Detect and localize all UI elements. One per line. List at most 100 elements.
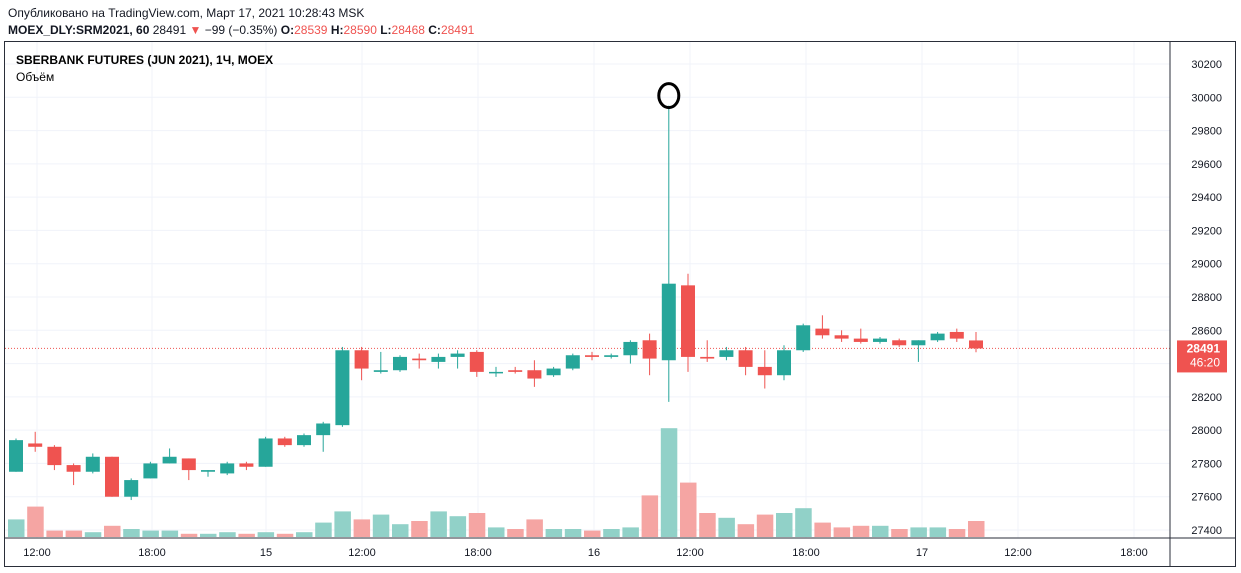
candle-body bbox=[66, 465, 81, 472]
volume-bar bbox=[104, 525, 121, 537]
volume-bar bbox=[334, 511, 351, 537]
candle-body bbox=[565, 355, 580, 369]
y-tick-label: 29000 bbox=[1191, 259, 1222, 271]
candle-body bbox=[258, 438, 273, 467]
candle-body bbox=[124, 480, 139, 497]
candle-body bbox=[354, 350, 369, 369]
candle-body bbox=[911, 340, 926, 346]
high-value: 28590 bbox=[343, 23, 377, 37]
candle-body bbox=[949, 331, 964, 339]
change-arrow-icon: ▼ bbox=[189, 23, 202, 37]
volume-bar bbox=[814, 522, 831, 537]
volume-bar bbox=[276, 533, 294, 537]
volume-bar bbox=[353, 519, 371, 537]
candle-body bbox=[527, 370, 542, 379]
time-axis[interactable]: 12:00 18:00 15 12:00 18:00 16 12:00 18:00 17 12:0… bbox=[5, 537, 1236, 559]
candle-body bbox=[700, 356, 715, 359]
x-tick-label: 12:00 bbox=[1004, 547, 1032, 559]
volume-bar bbox=[872, 525, 889, 537]
candle-body bbox=[604, 355, 619, 357]
badge-countdown: 46:20 bbox=[1190, 355, 1220, 369]
x-tick-label: 12:00 bbox=[348, 547, 376, 559]
volume-bar bbox=[200, 533, 217, 537]
x-tick-label: 18:00 bbox=[1120, 547, 1148, 559]
y-tick-label: 29400 bbox=[1191, 192, 1222, 204]
candle-body bbox=[719, 350, 734, 357]
volume-bar bbox=[238, 533, 255, 537]
price-axis[interactable]: 2740027600278002800028200284002860028800… bbox=[1169, 42, 1222, 566]
y-tick-label: 29600 bbox=[1191, 159, 1222, 171]
candle-body bbox=[738, 350, 753, 367]
volume-bar bbox=[468, 513, 486, 537]
candle-body bbox=[661, 283, 676, 361]
y-tick-label: 28000 bbox=[1191, 425, 1222, 437]
candle-body bbox=[220, 463, 235, 474]
candle-body bbox=[316, 423, 331, 436]
candle-body bbox=[105, 456, 119, 497]
close-label: C: bbox=[428, 23, 441, 37]
legend-title: SBERBANK FUTURES (JUN 2021), 1Ч, MOEX bbox=[16, 53, 273, 67]
candle-body bbox=[239, 463, 254, 467]
high-label: H: bbox=[330, 23, 344, 37]
open-value: 28539 bbox=[294, 23, 328, 37]
candle-body bbox=[431, 356, 446, 362]
volume-bar bbox=[65, 530, 83, 537]
y-tick-label: 27400 bbox=[1191, 525, 1222, 537]
volume-bar bbox=[564, 529, 582, 537]
volume-bar bbox=[756, 514, 774, 537]
volume-bar bbox=[142, 530, 159, 537]
volume-bar bbox=[795, 508, 812, 537]
candle-body bbox=[162, 456, 177, 464]
candle-body bbox=[335, 350, 350, 426]
y-tick-label: 30200 bbox=[1191, 59, 1222, 71]
y-tick-label: 28200 bbox=[1191, 392, 1222, 404]
volume-bar bbox=[584, 530, 601, 537]
candle-body bbox=[412, 358, 427, 361]
volume-bar bbox=[910, 527, 927, 537]
low-label: L: bbox=[380, 23, 392, 37]
volume-bar bbox=[660, 428, 678, 537]
legend-volume-label: Объём bbox=[16, 70, 54, 84]
candle-body bbox=[373, 370, 388, 372]
volume-bar bbox=[699, 513, 716, 537]
candle-body bbox=[297, 435, 311, 446]
volume-bar bbox=[968, 521, 985, 537]
volume-bar bbox=[641, 495, 659, 537]
y-tick-label: 28800 bbox=[1191, 292, 1222, 304]
candle-body bbox=[834, 335, 849, 339]
candle-body bbox=[815, 328, 830, 336]
x-tick-label: 12:00 bbox=[676, 547, 704, 559]
chart-frame[interactable] bbox=[4, 41, 1236, 567]
candle-body bbox=[969, 340, 983, 349]
candles bbox=[9, 105, 983, 501]
volume-bar bbox=[161, 530, 179, 537]
annotation-circle[interactable] bbox=[657, 82, 681, 110]
volume-bar bbox=[833, 527, 851, 537]
volume-bar bbox=[315, 522, 332, 537]
candle-body bbox=[777, 350, 791, 376]
candle-body bbox=[585, 355, 599, 357]
close-value: 28491 bbox=[440, 23, 475, 37]
candle-body bbox=[85, 456, 100, 472]
candle-body bbox=[546, 368, 561, 376]
low-value: 28468 bbox=[391, 23, 425, 37]
candle-body bbox=[757, 366, 772, 376]
candle-body bbox=[873, 338, 887, 342]
candle-body bbox=[892, 340, 907, 346]
candle-body bbox=[277, 438, 292, 446]
last-price-badge: 28491 46:20 bbox=[1177, 340, 1227, 373]
volume-bar bbox=[603, 529, 620, 537]
volume-bar bbox=[8, 519, 25, 537]
volume-bar bbox=[46, 530, 63, 537]
badge-price: 28491 bbox=[1187, 341, 1221, 355]
volume-bar bbox=[27, 506, 44, 537]
x-tick-label: 12:00 bbox=[23, 547, 51, 559]
published-caption: Опубликовано на TradingView.com, Март 17… bbox=[8, 6, 365, 20]
candle-body bbox=[681, 285, 695, 357]
last-price: 28491 bbox=[152, 23, 187, 37]
candle-body bbox=[642, 340, 657, 359]
symbol-label: MOEX_DLY:SRM2021, 60 bbox=[8, 23, 150, 37]
candle-body bbox=[9, 440, 23, 472]
candle-body bbox=[796, 325, 811, 351]
